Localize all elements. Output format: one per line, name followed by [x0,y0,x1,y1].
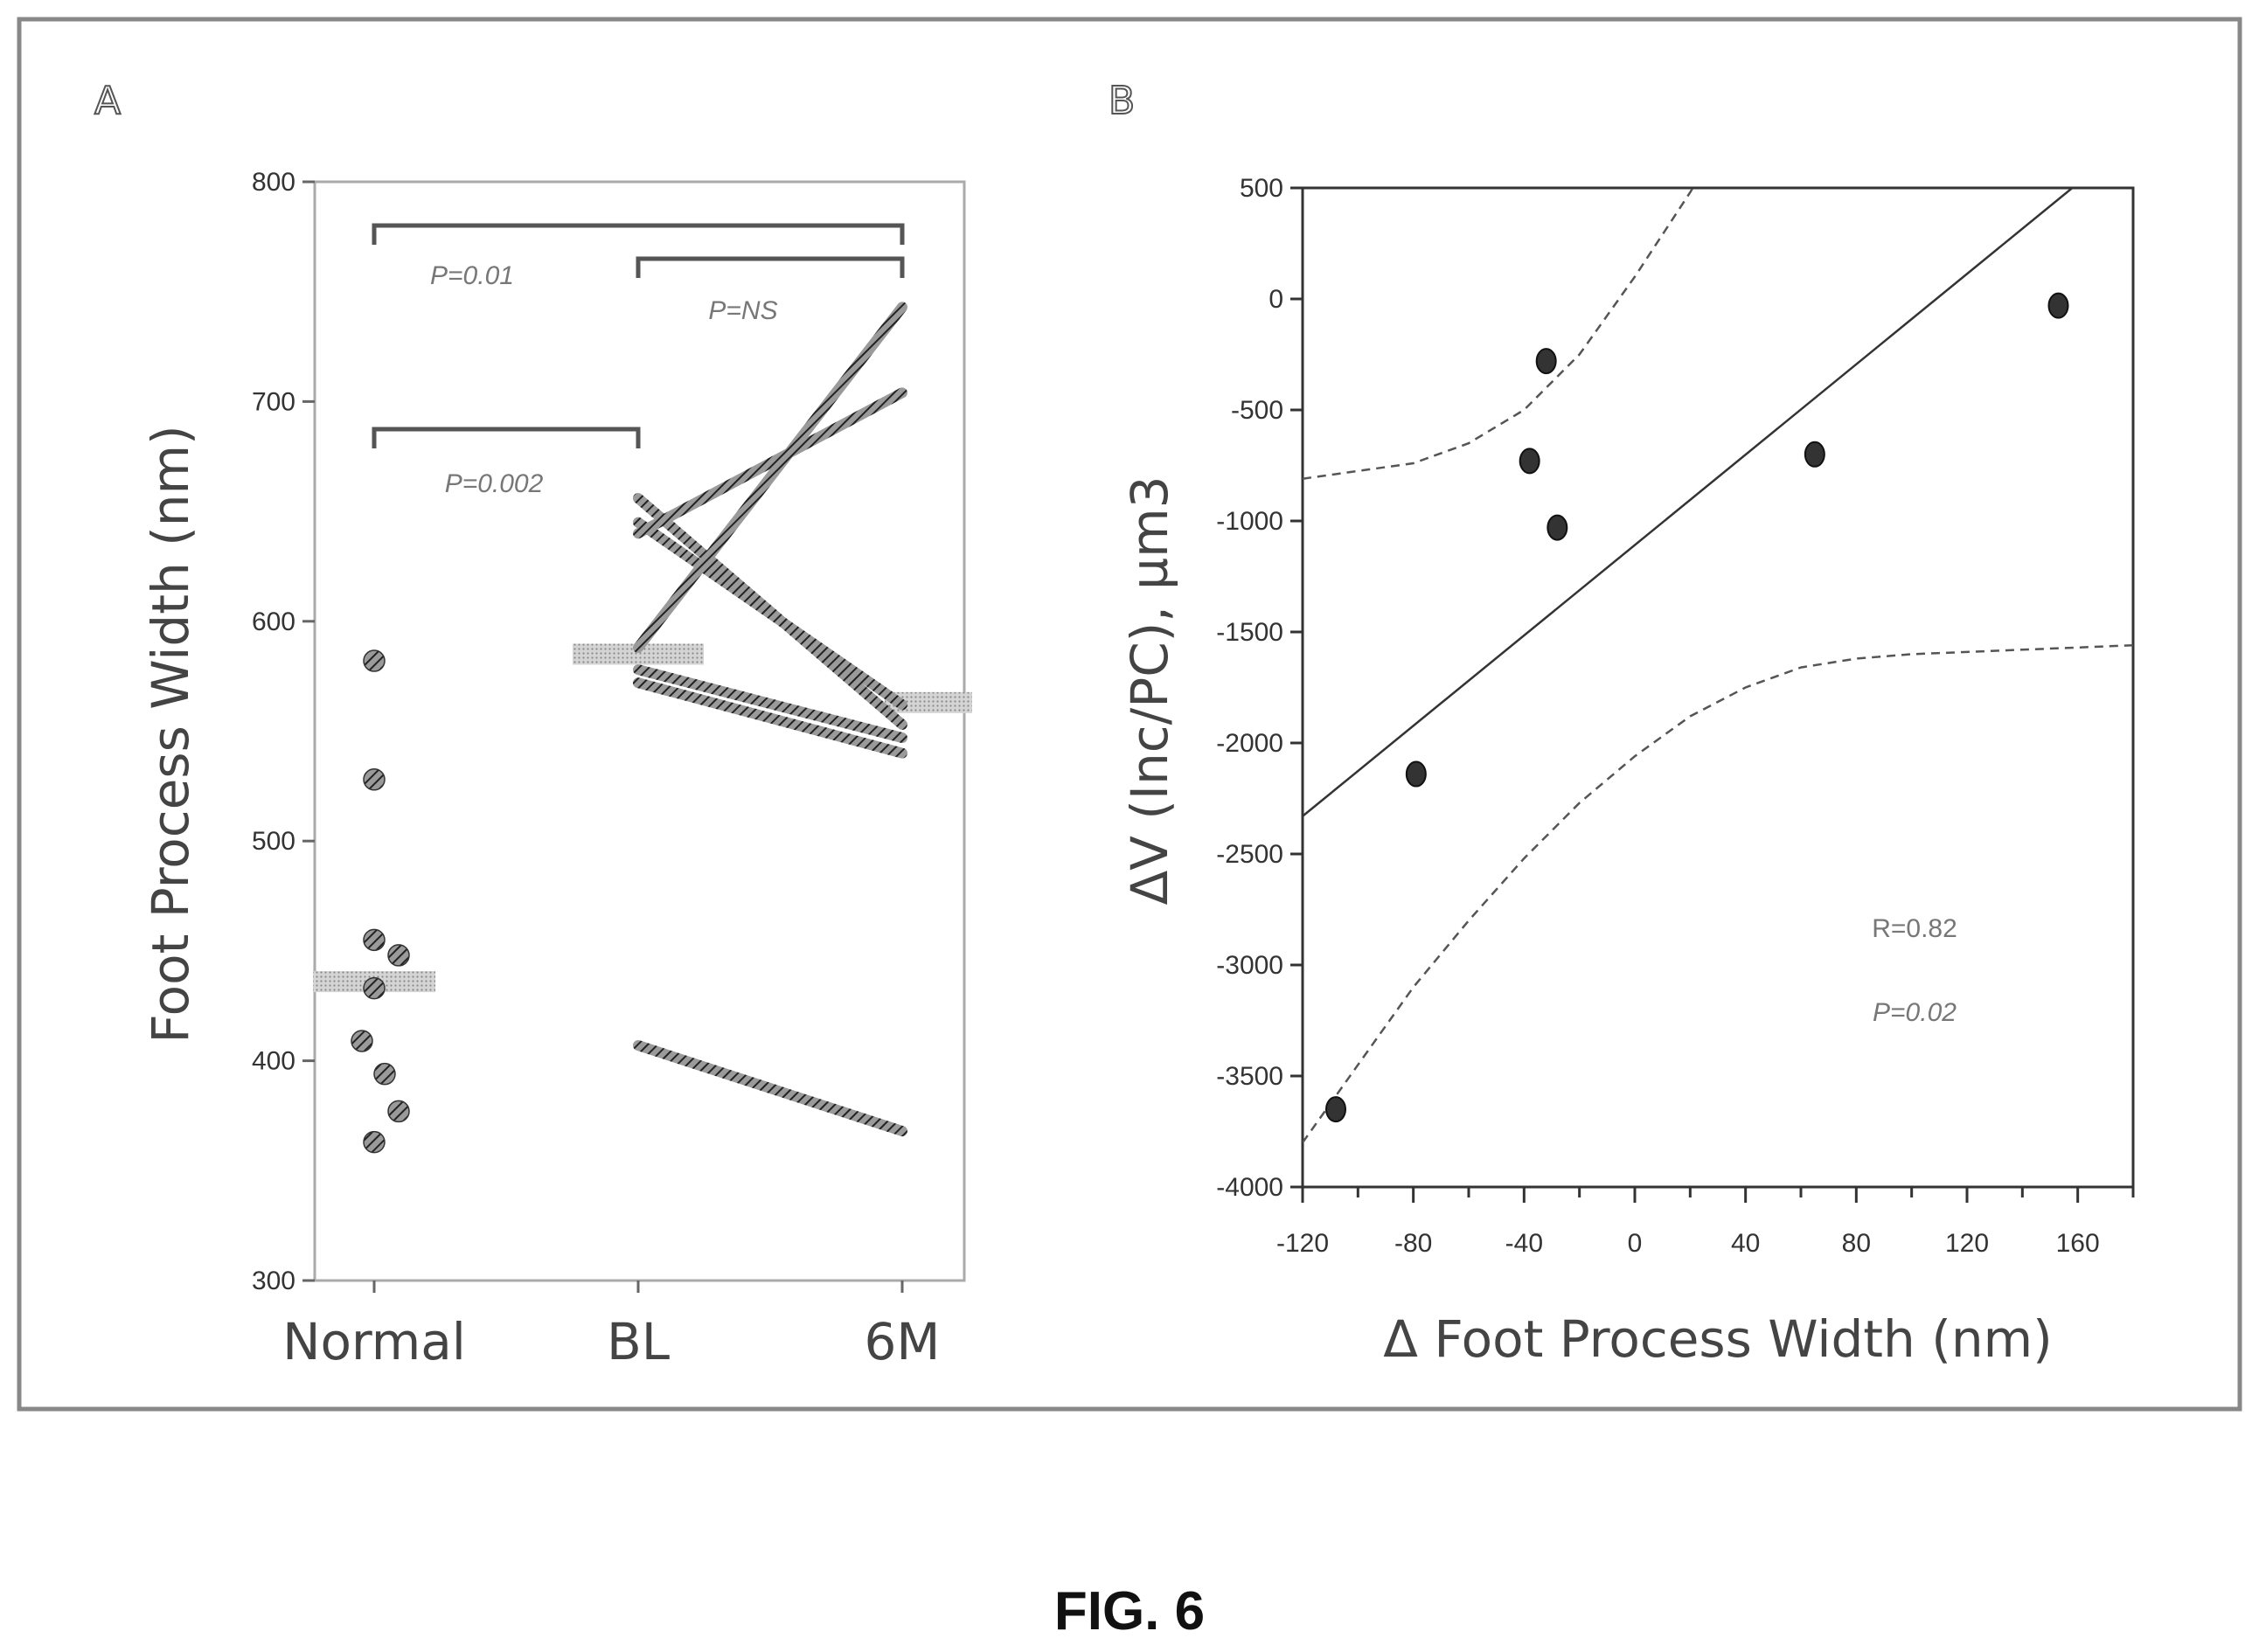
panel-b: B 500 0 -500 -1000 -1500 -2000 -2500 -3000 -3500… [1108,78,2135,1369]
data-point [1804,441,1825,468]
comparison-label: P=0.002 [445,469,544,498]
panel-b-plot-area [1301,186,2135,1189]
panel-a: A 300 400 500 600 700 800 P=0.01 P=NS P=0.002 N… [94,78,972,1371]
panel-b-annotation-r: R=0.82 [1872,914,1957,943]
y-tick-label: -4000 [1216,1173,1283,1202]
y-tick-label: -3500 [1216,1062,1283,1091]
y-tick-label: 700 [252,387,295,416]
data-point [1325,1096,1346,1123]
data-point [1535,348,1557,375]
panel-a-y-ticks: 300 400 500 600 700 800 [252,168,315,1295]
normal-point [373,1062,396,1086]
y-tick-label: 500 [1240,174,1283,203]
y-tick-label: 0 [1269,285,1283,314]
data-point [1547,514,1568,541]
x-tick-label: 0 [1628,1229,1643,1258]
y-tick-label: -3000 [1216,951,1283,980]
normal-point [363,976,386,1000]
category-label: Normal [282,1312,466,1371]
panel-b-x-axis-title: Δ Foot Process Width (nm) [1383,1309,2052,1369]
paired-line [633,517,907,711]
data-point [1405,760,1427,788]
panel-b-ticks: 500 0 -500 -1000 -1500 -2000 -2500 -3000 -3500 -4… [1216,174,2135,1258]
y-tick-label: 300 [252,1267,295,1295]
normal-point [387,1100,410,1123]
paired-line [633,1040,907,1137]
panel-b-points [1325,292,2069,1123]
panel-a-category-labels: Normal BL 6M [282,1281,940,1371]
ci-upper-curve [1303,188,1694,480]
figure-border [17,17,2242,1412]
category-label: BL [607,1312,670,1371]
comparison-bracket [372,223,905,245]
regression-line [1303,188,2075,817]
panel-b-curves [1303,188,2133,1143]
panel-a-marks [313,302,972,1154]
panel-b-y-axis-title: ΔV (Inc/PC), µm3 [1120,476,1179,906]
panel-a-label: A [94,79,121,123]
paired-line [633,664,907,744]
paired-line [633,677,907,759]
y-tick-label: -1000 [1216,507,1283,536]
normal-point [351,1030,373,1052]
comparison-label: P=NS [708,296,777,325]
y-tick-label: -1500 [1216,618,1283,647]
normal-point [363,1130,386,1154]
y-tick-label: -2000 [1216,729,1283,758]
paired-line [633,302,907,653]
normal-point [363,649,386,672]
x-tick-label: 80 [1842,1229,1871,1258]
figure-caption: FIG. 6 [1053,1581,1206,1642]
normal-point [387,944,410,967]
y-tick-label: -2500 [1216,840,1283,869]
panel-b-label: B [1109,79,1135,123]
category-label: 6M [865,1312,941,1371]
paired-line [633,387,907,539]
x-tick-label: -40 [1505,1229,1543,1258]
x-tick-label: -120 [1276,1229,1329,1258]
data-point [2047,292,2069,319]
ci-lower-curve [1303,643,2133,1143]
y-tick-label: 500 [252,827,295,856]
y-tick-label: -500 [1231,396,1283,425]
y-tick-label: 800 [252,168,295,197]
x-tick-label: 40 [1731,1229,1760,1258]
comparison-bracket [372,427,641,448]
normal-point [363,928,386,952]
x-tick-label: -80 [1394,1229,1432,1258]
comparison-label: P=0.01 [430,261,514,290]
y-tick-label: 600 [252,607,295,636]
panel-b-annotation-p: P=0.02 [1873,998,1957,1027]
normal-point [363,768,386,791]
x-tick-label: 160 [2056,1229,2100,1258]
x-tick-label: 120 [1945,1229,1989,1258]
y-tick-label: 400 [252,1047,295,1076]
comparison-bracket [636,256,905,278]
data-point [1519,448,1540,475]
panel-a-comparison-brackets: P=0.01 P=NS P=0.002 [372,223,905,498]
panel-a-y-axis-title: Foot Process Width (nm) [141,425,200,1043]
